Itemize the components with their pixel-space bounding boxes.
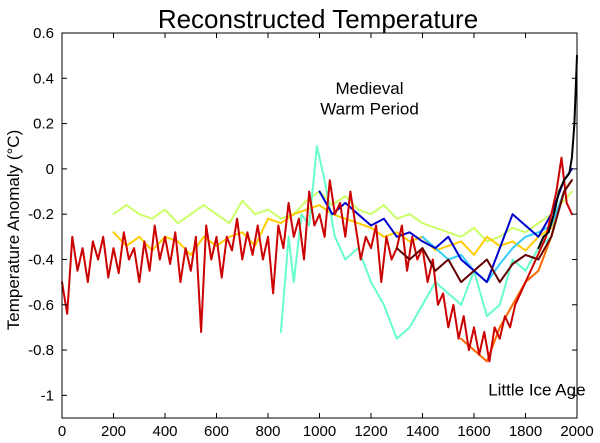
y-tick-label: 0.2 <box>33 116 54 133</box>
annotations-layer: Medieval Warm Period Little Ice Age <box>320 79 585 399</box>
x-tick-label: 1600 <box>457 423 490 440</box>
y-tick-label: -0.4 <box>28 251 54 268</box>
y-tick-label: 0.6 <box>33 25 54 42</box>
series-line-5 <box>318 167 573 284</box>
x-tick-label: 2000 <box>560 423 593 440</box>
series-layer <box>61 54 578 363</box>
x-tick-label: 400 <box>152 423 177 440</box>
y-tick-label: -1 <box>41 387 54 404</box>
y-tick-label: -0.2 <box>28 206 54 223</box>
annotation-2: Little Ice Age <box>488 380 585 399</box>
ticks-layer: 0 200 400 600 800 1000 1200 1400 1600 1800 2000 0.6… <box>28 25 594 440</box>
y-tick-label: 0.4 <box>33 70 54 87</box>
series-line-3 <box>279 145 573 340</box>
y-tick-label: -0.8 <box>28 342 54 359</box>
y-tick-label: 0 <box>46 161 54 178</box>
series-line-1 <box>112 190 573 243</box>
series-line-9 <box>537 54 578 250</box>
annotation-1: Medieval Warm Period <box>320 79 419 118</box>
series-line-7 <box>61 156 573 363</box>
plot-frame <box>61 32 578 419</box>
y-axis-label: Temperature Anomaly (°C) <box>4 130 23 330</box>
x-tick-label: 0 <box>58 423 66 440</box>
x-tick-label: 800 <box>255 423 280 440</box>
x-tick-label: 1400 <box>406 423 439 440</box>
x-tick-label: 1800 <box>509 423 542 440</box>
series-line-8 <box>395 179 573 284</box>
chart-title: Reconstructed Temperature <box>158 4 478 34</box>
x-tick-label: 1000 <box>303 423 336 440</box>
x-tick-label: 200 <box>101 423 126 440</box>
x-tick-label: 600 <box>204 423 229 440</box>
x-tick-label: 1200 <box>354 423 387 440</box>
y-tick-label: -0.6 <box>28 297 54 314</box>
